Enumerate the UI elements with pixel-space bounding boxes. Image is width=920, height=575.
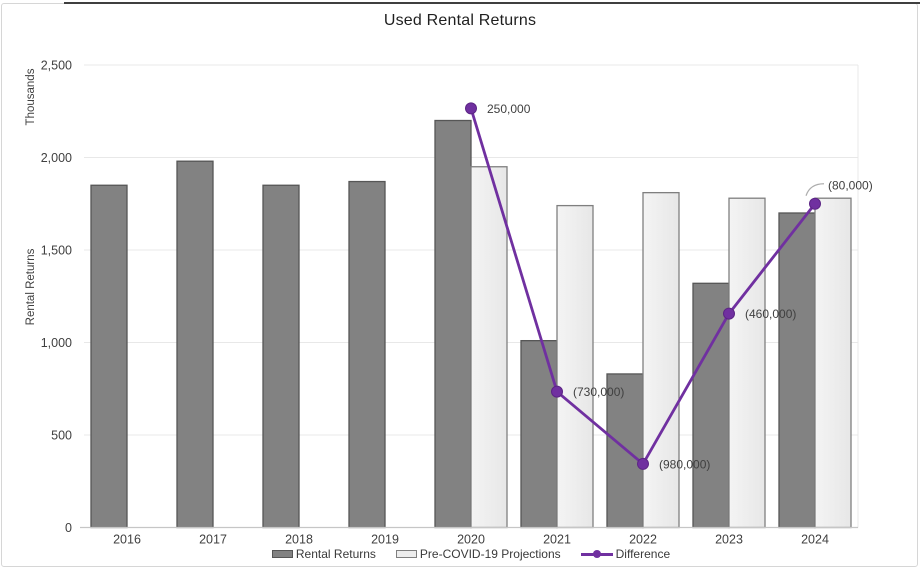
x-tick-label: 2022 — [629, 533, 657, 547]
difference-data-label-2020: 250,000 — [487, 102, 531, 116]
x-tick-label: 2021 — [543, 533, 571, 547]
legend-label: Pre-COVID-19 Projections — [419, 547, 561, 561]
y-tick-label: 2,500 — [41, 59, 72, 73]
x-tick-label: 2020 — [457, 533, 485, 547]
y-tick-label: 500 — [51, 429, 72, 443]
bar-rental-returns-2024 — [778, 212, 816, 529]
bar-rental-returns-2016 — [90, 184, 128, 529]
bar-pre-covid-projections-2022 — [642, 191, 680, 529]
x-tick-label: 2017 — [199, 533, 227, 547]
difference-data-label-2024: (80,000) — [828, 178, 873, 192]
difference-data-label-2022: (980,000) — [659, 457, 710, 471]
y-axis-tick-labels: 0 500 1,000 1,500 2,000 2,500 — [41, 59, 72, 536]
legend-line-marker-icon — [580, 549, 613, 559]
x-tick-label: 2018 — [285, 533, 313, 547]
window-top-edge — [64, 2, 920, 4]
chart-title: Used Rental Returns — [383, 12, 537, 29]
data-label-leader-line — [805, 183, 825, 196]
bar-rental-returns-2018 — [262, 184, 300, 529]
bar-rental-returns-2021 — [520, 339, 558, 529]
x-axis-tick-labels: 2016 2017 2018 2019 2020 2021 2022 2023 2024 — [113, 533, 829, 547]
y-axis-title: Rental Returns — [25, 248, 37, 325]
x-tick-label: 2016 — [113, 533, 141, 547]
y-tick-label: 0 — [65, 521, 72, 535]
bars — [90, 119, 852, 529]
bar-pre-covid-projections-2021 — [556, 204, 594, 529]
y-tick-label: 1,000 — [41, 336, 72, 350]
x-tick-label: 2019 — [371, 533, 399, 547]
legend-swatch-icon — [395, 550, 417, 558]
bar-rental-returns-2019 — [348, 180, 386, 529]
bar-pre-covid-projections-2020 — [470, 166, 508, 529]
legend-label: Difference — [615, 547, 671, 561]
bar-pre-covid-projections-2023 — [728, 197, 766, 529]
chart-legend: Rental Returns Pre-COVID-19 Projections Di… — [84, 546, 858, 562]
y-tick-label: 2,000 — [41, 151, 72, 165]
difference-marker-2022 — [637, 457, 649, 470]
difference-marker-2021 — [551, 385, 563, 398]
bar-pre-covid-projections-2024 — [814, 197, 852, 529]
y-tick-label: 1,500 — [41, 244, 72, 258]
difference-marker-2023 — [723, 307, 735, 320]
difference-marker-2024 — [809, 197, 821, 210]
bar-rental-returns-2020 — [434, 119, 472, 529]
bar-rental-returns-2017 — [176, 160, 214, 529]
x-tick-label: 2023 — [715, 533, 743, 547]
legend-item-pre-covid-19-projections: Pre-COVID-19 Projections — [395, 547, 561, 561]
legend-item-rental-returns: Rental Returns — [271, 547, 376, 561]
y-axis-unit-label: Thousands — [25, 68, 37, 125]
difference-data-label-2021: (730,000) — [573, 385, 624, 399]
legend-item-difference: Difference — [580, 547, 671, 561]
bar-rental-returns-2023 — [692, 282, 730, 529]
difference-data-label-2023: (460,000) — [745, 307, 796, 321]
legend-swatch-icon — [271, 550, 293, 558]
x-tick-label: 2024 — [801, 533, 829, 547]
difference-marker-2020 — [465, 102, 477, 115]
legend-label: Rental Returns — [295, 547, 376, 561]
